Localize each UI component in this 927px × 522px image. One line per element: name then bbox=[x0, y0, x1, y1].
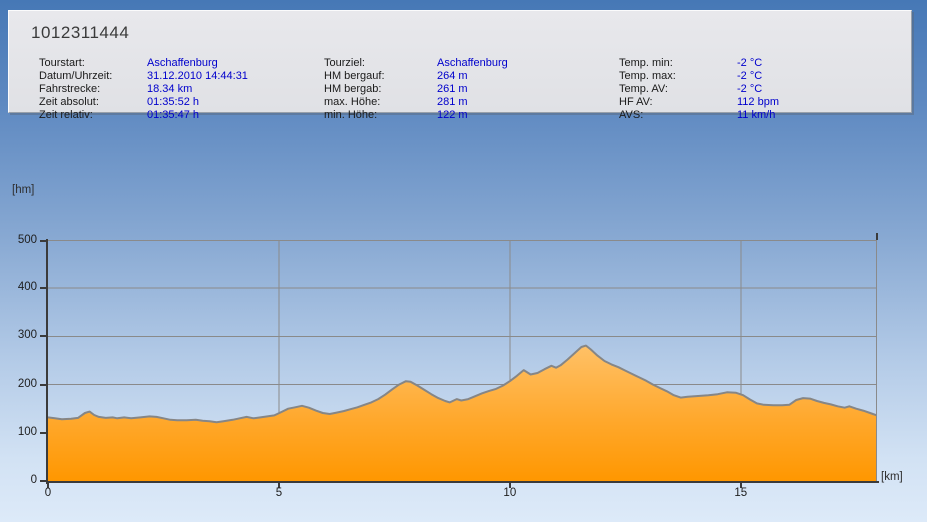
stat-value: 18.34 km bbox=[147, 83, 193, 95]
y-axis-tick bbox=[40, 431, 47, 434]
tour-summary-panel: 1012311444 Tourstart: Aschaffenburg Datum/… bbox=[8, 10, 912, 121]
stat-value: 01:35:52 h bbox=[147, 96, 199, 108]
stat-label: AVS: bbox=[619, 109, 644, 121]
stat-value: 261 m bbox=[437, 83, 468, 95]
stat-row: Zeit absolut: 01:35:52 h bbox=[39, 96, 248, 109]
stat-value: 122 m bbox=[437, 109, 468, 121]
y-axis-tick-label: 200 bbox=[17, 377, 37, 390]
stat-value: 281 m bbox=[437, 96, 468, 108]
x-axis-line bbox=[46, 481, 879, 483]
stat-value: 264 m bbox=[437, 70, 468, 82]
stat-row: Fahrstrecke: 18.34 km bbox=[39, 83, 248, 96]
stat-value: Aschaffenburg bbox=[437, 57, 508, 69]
stat-row: Datum/Uhrzeit: 31.12.2010 14:44:31 bbox=[39, 70, 248, 83]
y-axis-unit-label: [hm] bbox=[12, 184, 35, 196]
stat-label: HM bergab: bbox=[324, 83, 382, 95]
stat-row: Tourziel: Aschaffenburg bbox=[324, 57, 508, 70]
stat-value: -2 °C bbox=[737, 83, 763, 95]
x-axis-tick-label: 0 bbox=[44, 487, 52, 499]
top-right-axis-tick bbox=[876, 233, 878, 240]
stat-label: Temp. max: bbox=[619, 70, 676, 82]
stat-value: 01:35:47 h bbox=[147, 109, 199, 121]
stat-row: max. Höhe: 281 m bbox=[324, 96, 508, 109]
stat-label: Zeit absolut: bbox=[39, 96, 99, 108]
x-axis-tick bbox=[277, 483, 280, 488]
y-axis-tick bbox=[40, 239, 47, 242]
stat-row: Temp. max: -2 °C bbox=[619, 70, 779, 83]
x-axis-tick-label: 5 bbox=[275, 487, 283, 499]
y-axis-tick-label: 0 bbox=[30, 474, 37, 486]
x-axis-tick bbox=[739, 483, 742, 488]
x-axis-tick bbox=[508, 483, 511, 488]
stat-row: Zeit relativ: 01:35:47 h bbox=[39, 109, 248, 122]
stat-label: HM bergauf: bbox=[324, 70, 385, 82]
stat-label: Fahrstrecke: bbox=[39, 83, 101, 95]
y-axis-tick-label: 500 bbox=[17, 233, 37, 246]
stat-row: Temp. AV: -2 °C bbox=[619, 83, 779, 96]
stat-label: Temp. min: bbox=[619, 57, 673, 69]
y-axis-tick bbox=[40, 287, 47, 290]
elevation-area-outline bbox=[48, 344, 877, 424]
stat-row: HM bergab: 261 m bbox=[324, 83, 508, 96]
stat-label: Tourziel: bbox=[324, 57, 365, 69]
elevation-area-fill bbox=[48, 345, 877, 481]
stats-column-sensors: Temp. min: -2 °C Temp. max: -2 °C Temp. AV: -… bbox=[619, 57, 779, 122]
stat-value: -2 °C bbox=[737, 57, 763, 69]
stat-label: HF AV: bbox=[619, 96, 653, 108]
stat-value: -2 °C bbox=[737, 70, 763, 82]
x-axis-tick-label: 15 bbox=[734, 487, 748, 499]
x-axis-tick bbox=[47, 483, 49, 488]
stat-row: Tourstart: Aschaffenburg bbox=[39, 57, 248, 70]
stat-value: 11 km/h bbox=[737, 109, 776, 121]
stat-label: Temp. AV: bbox=[619, 83, 668, 95]
y-axis-tick bbox=[40, 383, 47, 386]
stat-row: Temp. min: -2 °C bbox=[619, 57, 779, 70]
stats-column-elevation: Tourziel: Aschaffenburg HM bergauf: 264 m HM… bbox=[324, 57, 508, 122]
stat-label: Datum/Uhrzeit: bbox=[39, 70, 113, 82]
tour-title: 1012311444 bbox=[31, 23, 130, 42]
stat-label: Tourstart: bbox=[39, 57, 85, 69]
stat-value: 31.12.2010 14:44:31 bbox=[147, 70, 248, 82]
x-axis-tick-label: 10 bbox=[503, 487, 517, 499]
stat-row: AVS: 11 km/h bbox=[619, 109, 779, 122]
y-axis-tick-label: 300 bbox=[17, 329, 37, 342]
stats-column-start: Tourstart: Aschaffenburg Datum/Uhrzeit: 31.… bbox=[39, 57, 248, 122]
stat-value: Aschaffenburg bbox=[147, 57, 218, 69]
y-axis-tick bbox=[40, 480, 47, 482]
stat-value: 112 bpm bbox=[737, 96, 779, 108]
y-axis-tick bbox=[40, 335, 47, 338]
stat-row: HM bergauf: 264 m bbox=[324, 70, 508, 83]
y-axis-tick-label: 100 bbox=[17, 425, 37, 438]
stat-label: Zeit relativ: bbox=[39, 109, 93, 121]
elevation-profile-chart bbox=[48, 240, 877, 481]
stat-row: HF AV: 112 bpm bbox=[619, 96, 779, 109]
x-axis-unit-label: [km] bbox=[881, 471, 903, 483]
stat-label: max. Höhe: bbox=[324, 96, 381, 108]
stat-row: min. Höhe: 122 m bbox=[324, 109, 508, 122]
stat-label: min. Höhe: bbox=[324, 109, 378, 121]
y-axis-line bbox=[46, 239, 48, 484]
y-axis-tick-label: 400 bbox=[17, 281, 37, 294]
